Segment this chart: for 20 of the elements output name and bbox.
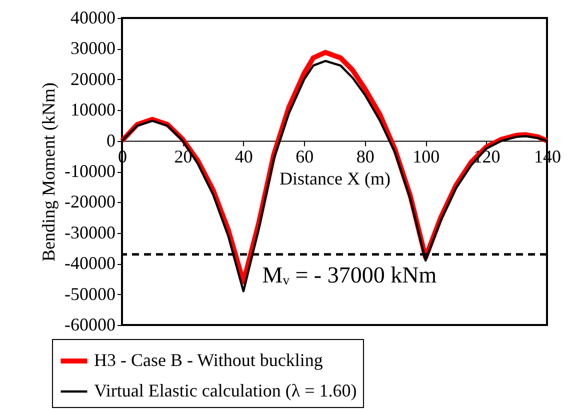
y-tick-label: 20000 [70,68,116,89]
legend-label: H3 - Case B - Without buckling [94,350,323,370]
y-tick-label: -60000 [64,314,116,334]
ref-line-label: Mᵥ = - 37000 kNm [262,262,437,288]
y-tick-label: -10000 [64,161,116,181]
legend-label: Virtual Elastic calculation (λ = 1.60) [94,380,357,400]
y-tick-label: -40000 [64,253,116,274]
y-tick-label: -50000 [64,284,116,304]
y-tick-label: -30000 [64,222,116,242]
x-tick-label: 60 [296,146,314,166]
x-tick-label: 80 [356,146,374,166]
y-tick-label: 40000 [70,8,116,28]
x-tick-label: 40 [234,146,253,166]
x-tick-label: 100 [412,146,440,166]
y-tick-label: 10000 [70,100,116,120]
x-axis-title: Distance X (m) [280,168,390,188]
y-axis-title: Bending Moment (kNm) [38,82,59,262]
y-tick-label: 0 [106,130,116,150]
y-tick-label: 30000 [70,38,116,58]
y-tick-label: -20000 [64,192,116,212]
